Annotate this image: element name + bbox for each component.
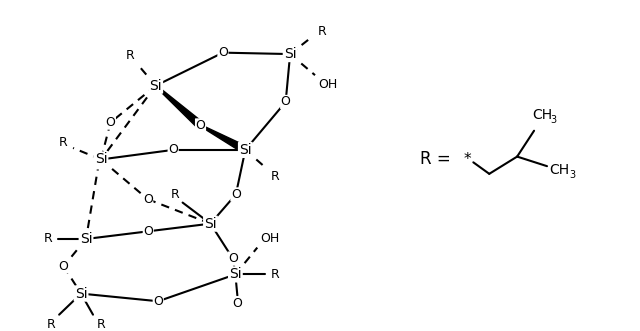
Text: R: R — [47, 318, 56, 331]
Text: R: R — [271, 268, 280, 281]
Text: Si: Si — [239, 143, 252, 157]
Text: O: O — [59, 260, 68, 273]
Text: O: O — [143, 225, 153, 238]
Text: Si: Si — [284, 47, 296, 61]
Text: *: * — [463, 152, 471, 167]
Text: R: R — [271, 170, 280, 183]
Text: O: O — [196, 119, 205, 132]
Polygon shape — [155, 85, 204, 128]
Text: O: O — [231, 188, 241, 201]
Text: Si: Si — [80, 232, 92, 246]
Text: O: O — [281, 95, 291, 109]
Text: 3: 3 — [550, 115, 556, 125]
Text: R: R — [125, 49, 134, 62]
Text: Si: Si — [229, 267, 242, 281]
Text: OH: OH — [318, 78, 337, 91]
Text: O: O — [94, 156, 104, 169]
Text: R: R — [170, 188, 179, 201]
Text: O: O — [218, 46, 228, 59]
Text: OH: OH — [260, 231, 280, 245]
Text: Si: Si — [149, 79, 162, 93]
Text: Si: Si — [95, 153, 108, 166]
Text: O: O — [106, 116, 115, 129]
Text: Si: Si — [204, 217, 217, 231]
Text: CH: CH — [549, 163, 569, 177]
Text: R: R — [97, 318, 106, 331]
Text: Si: Si — [75, 287, 87, 301]
Text: R: R — [317, 24, 326, 38]
Text: O: O — [153, 295, 163, 308]
Polygon shape — [200, 125, 247, 153]
Text: R: R — [59, 136, 67, 149]
Text: R =: R = — [420, 151, 456, 168]
Text: O: O — [143, 193, 153, 206]
Text: 3: 3 — [569, 170, 575, 180]
Text: R: R — [44, 232, 52, 246]
Text: O: O — [168, 143, 178, 156]
Text: O: O — [228, 252, 238, 265]
Text: O: O — [232, 297, 243, 310]
Text: CH: CH — [532, 108, 552, 122]
